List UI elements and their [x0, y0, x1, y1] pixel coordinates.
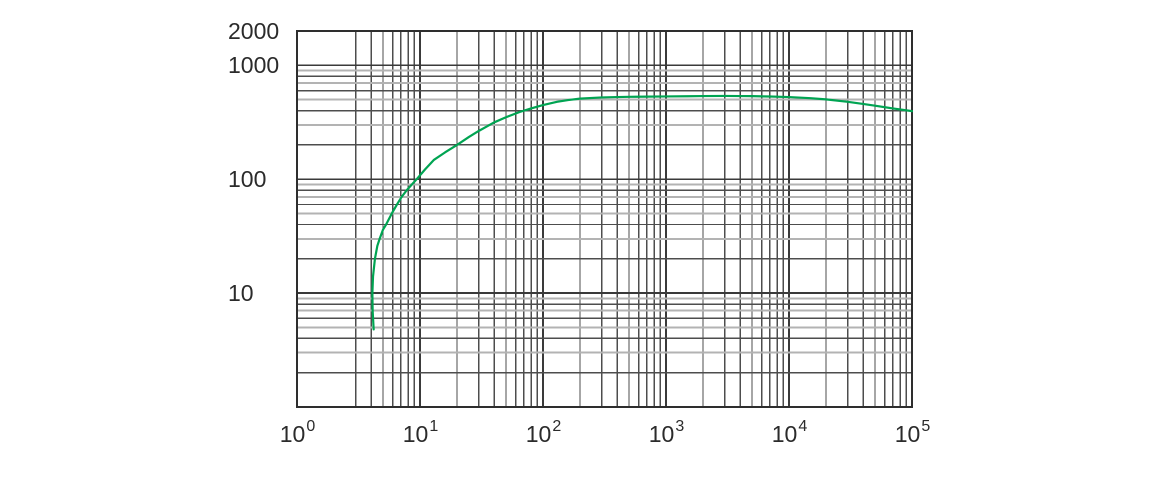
x-tick-exponent: 5	[921, 418, 931, 436]
x-tick-label-1e1: 101	[402, 418, 439, 449]
x-tick-base: 10	[648, 421, 675, 447]
x-tick-label-1e5: 105	[894, 418, 931, 449]
x-tick-exponent: 0	[306, 418, 316, 436]
y-tick-label-1000: 1000	[228, 52, 280, 79]
x-tick-label-1e3: 103	[648, 418, 685, 449]
x-tick-base: 10	[894, 421, 921, 447]
y-tick-label-100: 100	[228, 166, 267, 193]
x-tick-exponent: 4	[798, 418, 808, 436]
y-tick-label-10: 10	[228, 280, 254, 307]
x-tick-exponent: 3	[675, 418, 685, 436]
x-tick-exponent: 1	[429, 418, 439, 436]
x-tick-label-1e0: 100	[279, 418, 316, 449]
x-tick-base: 10	[402, 421, 429, 447]
x-tick-base: 10	[525, 421, 552, 447]
x-tick-base: 10	[771, 421, 798, 447]
green-curve	[371, 94, 914, 331]
y-tick-label-2000: 2000	[228, 18, 280, 44]
x-tick-label-1e4: 104	[771, 418, 808, 449]
plot-border	[295, 29, 914, 409]
x-tick-exponent: 2	[552, 418, 562, 436]
x-tick-base: 10	[279, 421, 306, 447]
x-tick-label-1e2: 102	[525, 418, 562, 449]
